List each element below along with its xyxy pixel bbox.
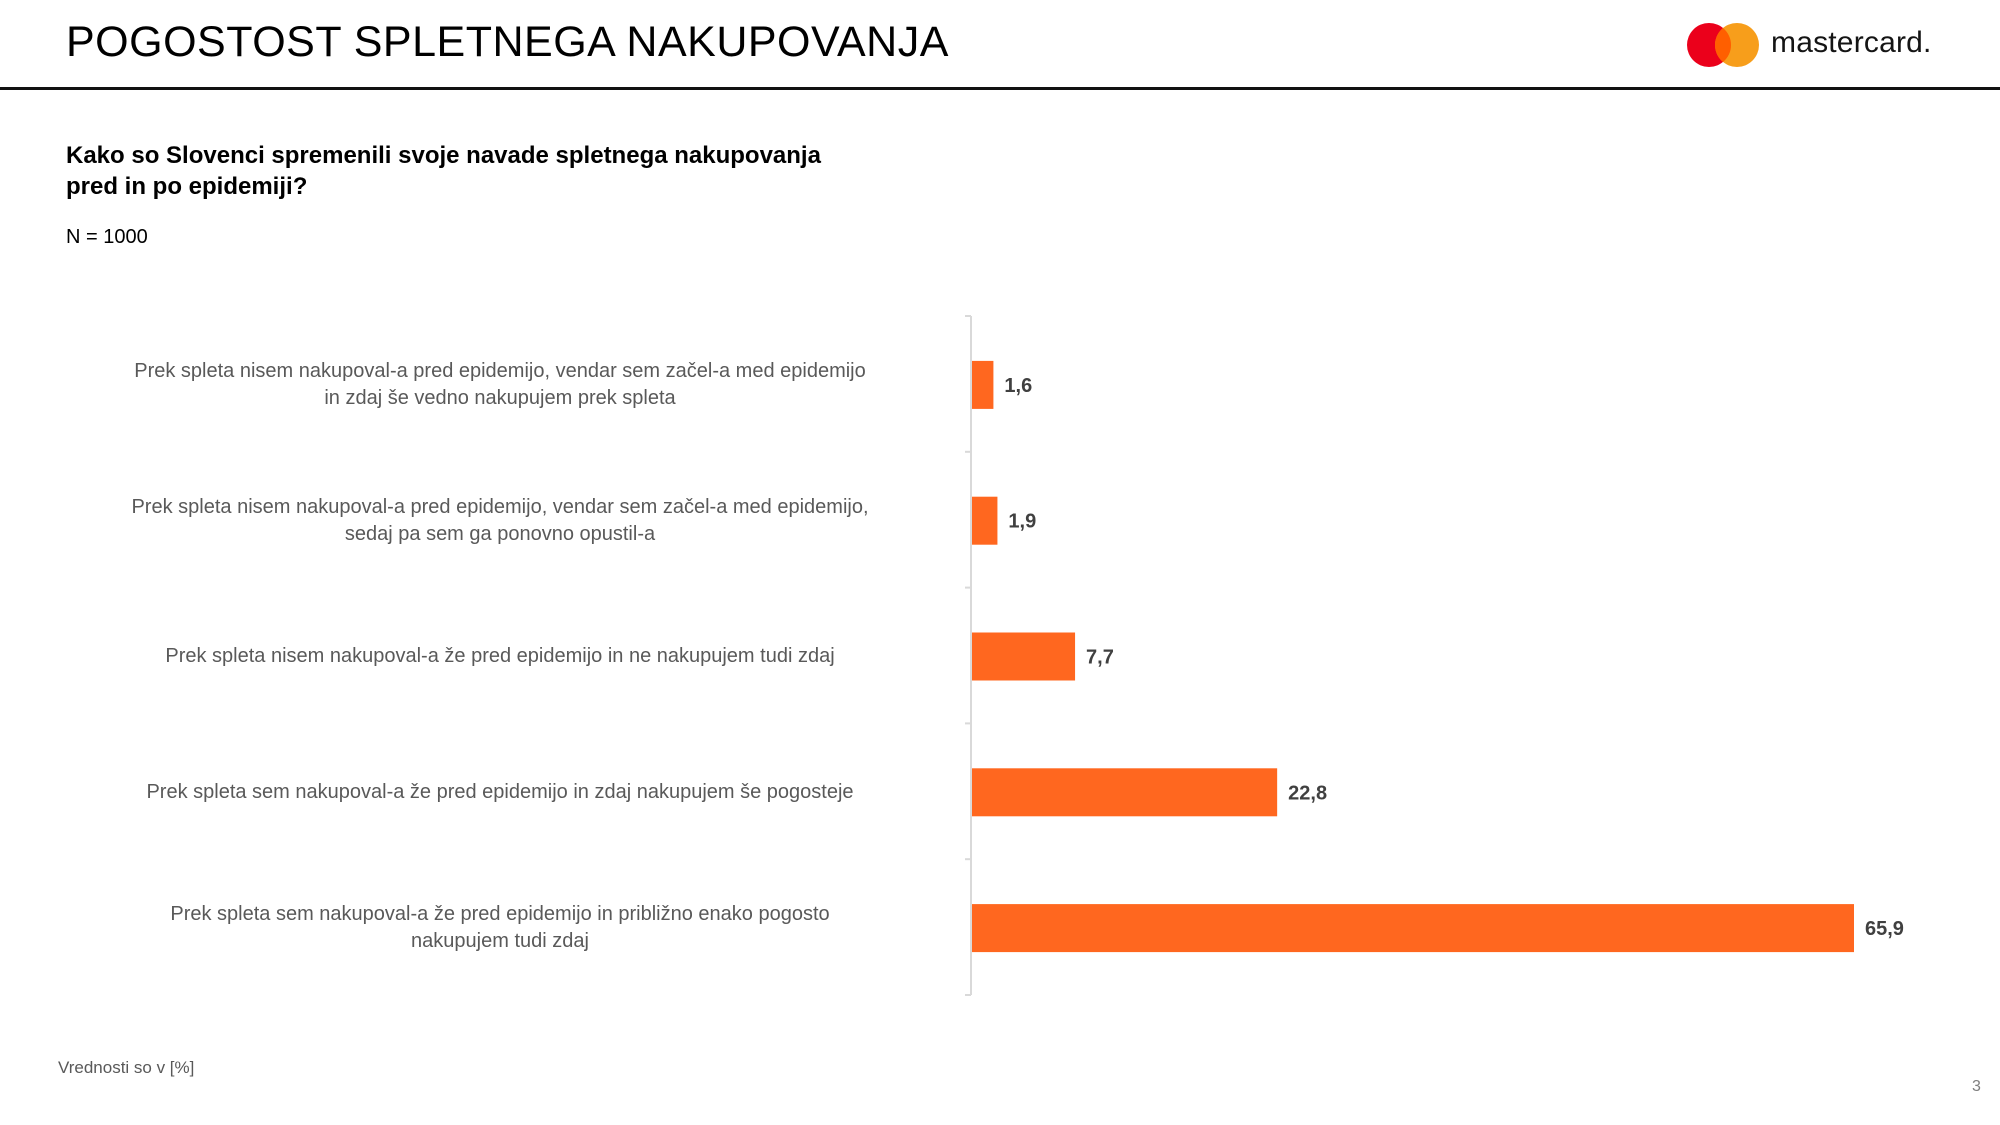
bar (972, 360, 994, 409)
logo-wordmark: mastercard. (1771, 26, 1932, 59)
data-label: 1,9 (1008, 511, 1036, 533)
data-label: 22,8 (1288, 782, 1327, 804)
category-label: Prek spleta nisem nakupoval-a že pred ep… (165, 645, 835, 667)
footnote: Vrednosti so v [%] (58, 1058, 195, 1077)
bar (972, 768, 1278, 817)
page-number: 3 (1972, 1078, 1981, 1095)
category-label: Prek spleta sem nakupoval-a že pred epid… (170, 903, 830, 953)
category-label: Prek spleta nisem nakupoval-a pred epide… (134, 359, 866, 409)
data-label: 1,6 (1004, 375, 1032, 397)
bar (972, 632, 1076, 681)
chart-question: Kako so Slovenci spremenili svoje navade… (66, 142, 821, 200)
bar (972, 904, 1854, 953)
page-title: POGOSTOST SPLETNEGA NAKUPOVANJA (66, 18, 949, 66)
category-label: Prek spleta sem nakupoval-a že pred epid… (146, 780, 854, 803)
category-label: Prek spleta nisem nakupoval-a pred epide… (131, 495, 869, 545)
sample-size: N = 1000 (66, 226, 148, 248)
title-divider (0, 87, 2000, 90)
logo-overlap (1714, 28, 1732, 62)
bar (972, 496, 998, 545)
data-label: 7,7 (1086, 647, 1114, 669)
data-label: 65,9 (1865, 918, 1904, 940)
mastercard-circles-icon (1687, 23, 1759, 67)
mastercard-logo: mastercard. (1686, 22, 1936, 68)
